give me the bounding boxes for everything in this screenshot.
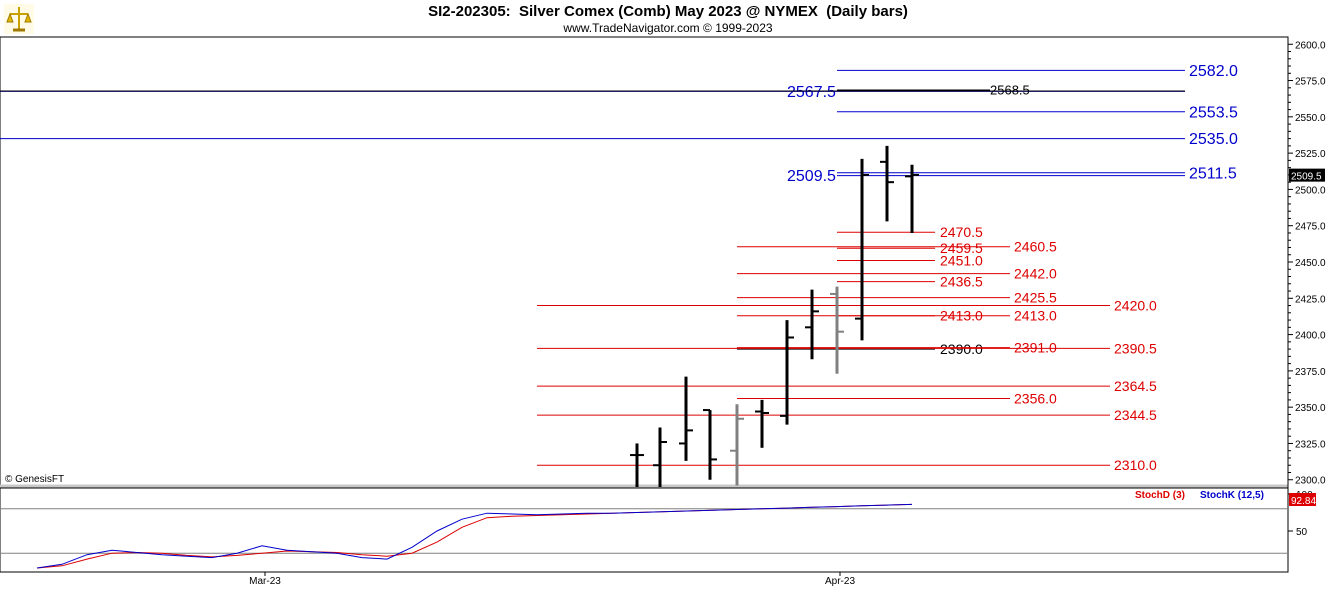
level-label: 2310.0 bbox=[1114, 457, 1157, 473]
x-tick-label: Mar-23 bbox=[249, 576, 281, 587]
y-tick-label: 2350.0 bbox=[1295, 403, 1326, 414]
stoch-tick-label: 50 bbox=[1296, 527, 1308, 538]
y-tick-label: 2575.0 bbox=[1295, 77, 1326, 88]
y-tick-label: 2325.0 bbox=[1295, 439, 1326, 450]
level-label: 2470.5 bbox=[940, 224, 983, 240]
stoch-last-label: 92.84 bbox=[1291, 496, 1316, 507]
price-bar bbox=[805, 289, 819, 360]
price-bar bbox=[703, 409, 717, 480]
y-tick-label: 2475.0 bbox=[1295, 222, 1326, 233]
stoch-series-line bbox=[36, 503, 913, 569]
level-label: 2553.5 bbox=[1189, 104, 1238, 121]
level-label: 2442.0 bbox=[1014, 266, 1057, 282]
level-label: 2511.5 bbox=[1189, 165, 1237, 182]
y-tick-label: 2500.0 bbox=[1295, 185, 1326, 196]
last-price-label: 2509.5 bbox=[1291, 172, 1322, 183]
y-tick-label: 2600.0 bbox=[1295, 40, 1326, 51]
price-bar bbox=[630, 443, 644, 487]
time-axis: Mar-23 Apr-23 bbox=[249, 572, 855, 587]
level-label: 2390.0 bbox=[940, 341, 983, 357]
level-lines: 2582.0 2567.5 2568.5 2553.5 2535.0 2511.5 2509… bbox=[0, 63, 1238, 473]
level-label: 2436.5 bbox=[940, 273, 983, 289]
price-bar bbox=[855, 158, 869, 341]
price-bar bbox=[780, 320, 794, 425]
price-bar bbox=[755, 399, 769, 448]
stoch-legend-k: StochK (12,5) bbox=[1200, 490, 1264, 501]
level-label: 2459.5 bbox=[940, 240, 983, 256]
logo-icon bbox=[4, 4, 34, 34]
price-bar bbox=[905, 164, 919, 233]
level-label: 2364.5 bbox=[1114, 378, 1157, 394]
y-tick-label: 2550.0 bbox=[1295, 113, 1326, 124]
level-label: 2509.5 bbox=[787, 168, 836, 185]
y-tick-label: 2450.0 bbox=[1295, 258, 1326, 269]
last-price-tag bbox=[1289, 168, 1325, 182]
stoch-last-tag bbox=[1289, 493, 1316, 506]
level-label: 2535.0 bbox=[1189, 131, 1238, 148]
price-bar bbox=[653, 427, 667, 487]
price-bars bbox=[630, 145, 919, 487]
y-tick-label: 2300.0 bbox=[1295, 476, 1326, 487]
level-label: 2413.0 bbox=[1014, 308, 1057, 324]
level-label: 2391.0 bbox=[1014, 340, 1057, 356]
y-tick-label: 2400.0 bbox=[1295, 331, 1326, 342]
stoch-legend-d: StochD (3) bbox=[1135, 490, 1185, 501]
level-label: 2425.5 bbox=[1014, 289, 1057, 305]
price-bar bbox=[880, 145, 894, 222]
level-label: 2451.0 bbox=[940, 252, 983, 268]
level-label: 2582.0 bbox=[1189, 63, 1238, 80]
y-tick-label: 2425.0 bbox=[1295, 294, 1326, 305]
level-label: 2344.5 bbox=[1114, 407, 1157, 423]
y-tick-label: 2525.0 bbox=[1295, 149, 1326, 160]
level-label: 2390.5 bbox=[1114, 340, 1157, 356]
chart-subtitle: www.TradeNavigator.com © 1999-2023 bbox=[563, 21, 773, 35]
price-bar bbox=[730, 404, 744, 486]
level-label: 2567.5 bbox=[787, 84, 836, 101]
level-label: 2568.5 bbox=[990, 83, 1030, 98]
stoch-series-line bbox=[36, 503, 913, 569]
level-label: 2460.5 bbox=[1014, 239, 1057, 255]
level-label: 2420.0 bbox=[1114, 297, 1157, 313]
copyright-notice: © GenesisFT bbox=[5, 474, 65, 485]
price-bar bbox=[679, 376, 693, 461]
level-label: 2356.0 bbox=[1014, 390, 1057, 406]
y-tick-label: 2375.0 bbox=[1295, 367, 1326, 378]
stochastic-panel: 10050StochD (3)StochK (12,5)92.84 bbox=[0, 490, 1316, 569]
price-bar bbox=[830, 286, 844, 374]
chart-title: SI2-202305: Silver Comex (Comb) May 2023… bbox=[428, 3, 908, 20]
price-axis: 2600.0 2575.0 2550.0 2525.0 2500.0 2475.0 2450… bbox=[1288, 40, 1326, 487]
x-tick-label: Apr-23 bbox=[825, 576, 855, 587]
